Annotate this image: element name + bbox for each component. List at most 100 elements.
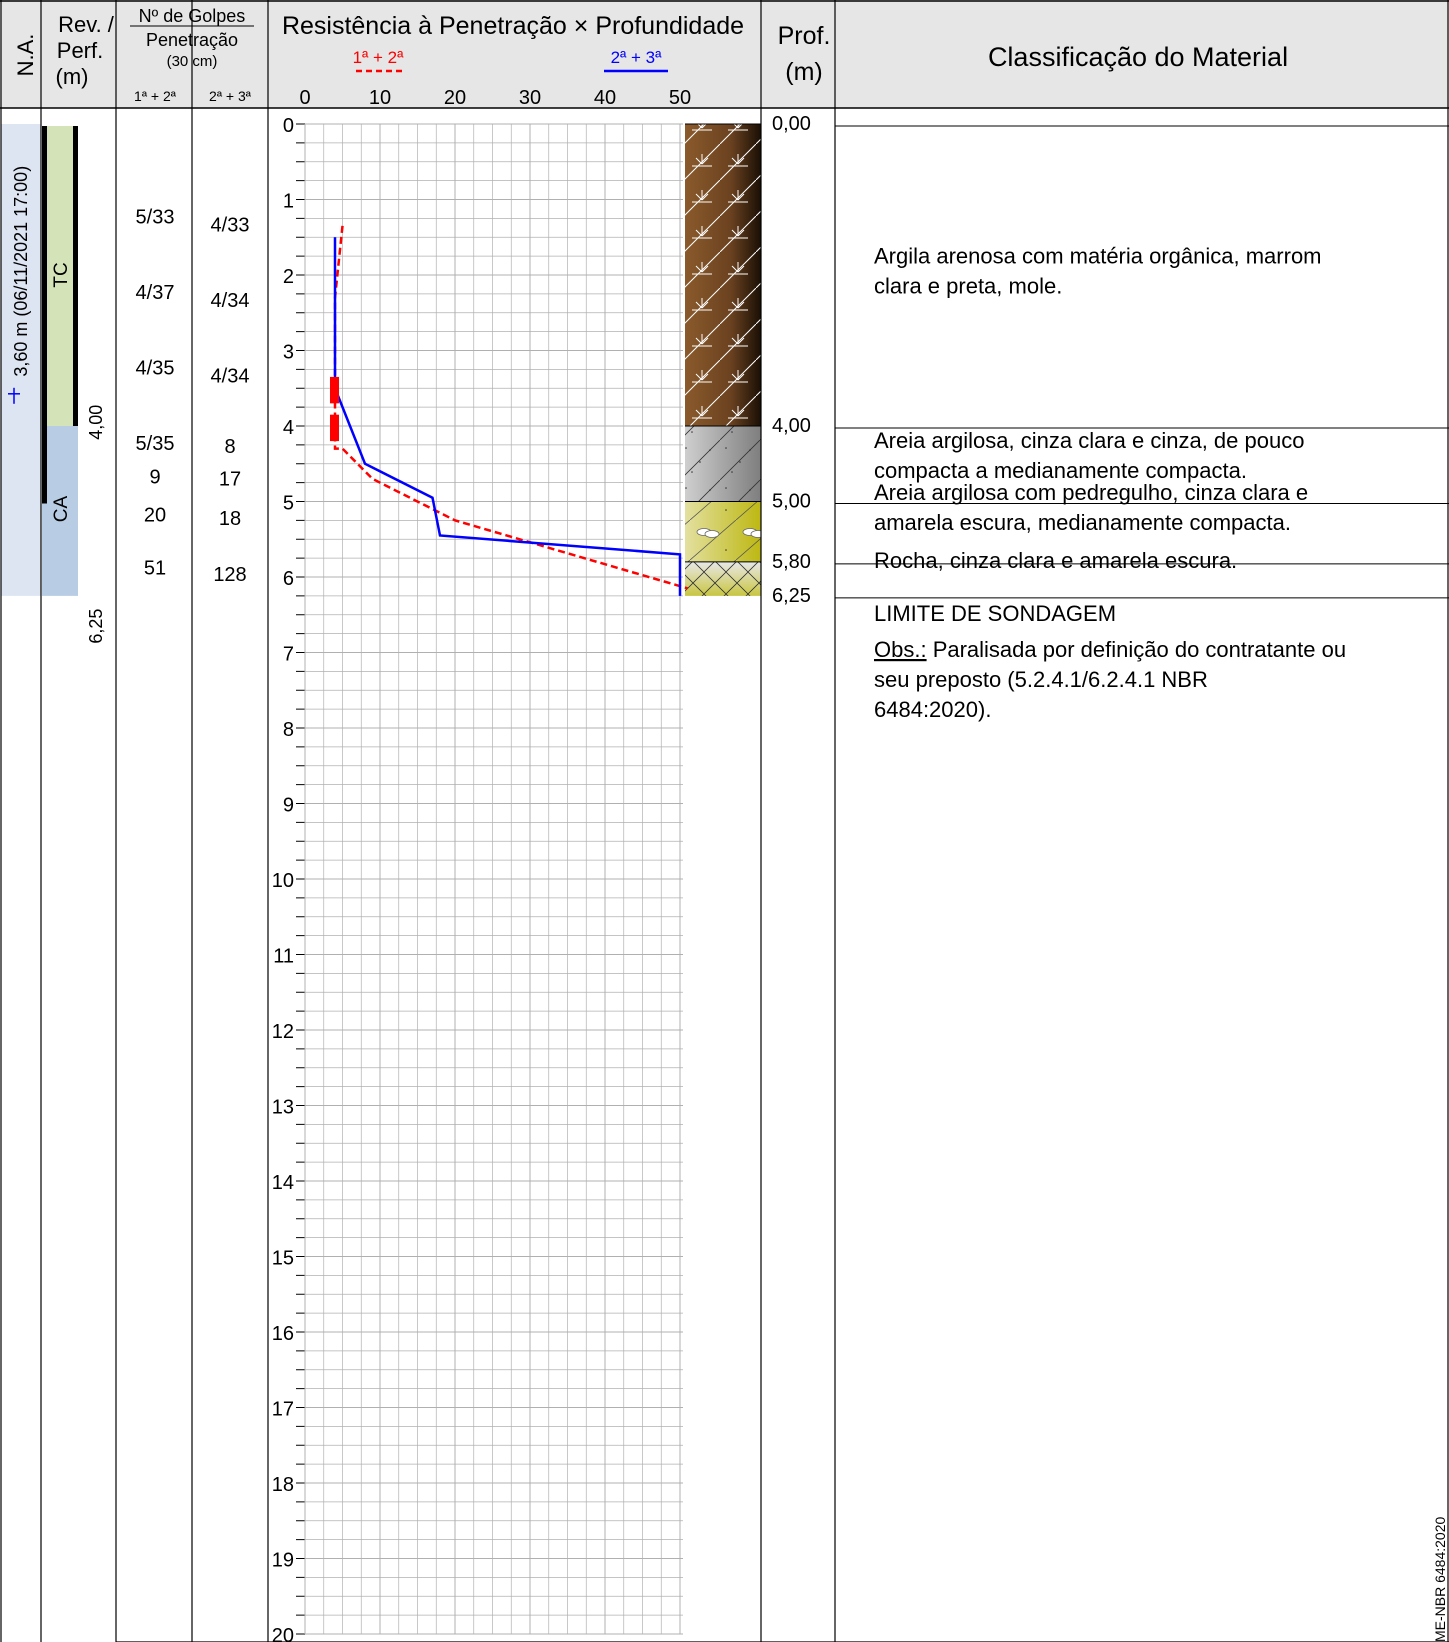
layer-top-depth-label: 5,80 [772, 551, 811, 573]
legend-red-label: 1ª + 2ª [353, 48, 405, 67]
end-depth-label: 6,25 [772, 585, 811, 607]
blow-count-2a3a: 17 [219, 468, 241, 490]
x-tick-label: 50 [669, 87, 691, 109]
casing-ca [42, 426, 78, 596]
y-tick-label: 5 [283, 493, 294, 515]
blow-count-1a2a: 5/35 [136, 433, 175, 455]
blow-count-2a3a: 128 [213, 564, 246, 586]
legend-blue-label: 2ª + 3ª [611, 48, 663, 67]
chart-title: Resistência à Penetração × Profundidade [282, 12, 744, 40]
y-tick-label: 16 [272, 1323, 294, 1345]
x-tick-label: 40 [594, 87, 616, 109]
obs-text: Obs.: Paralisada por definição do contra… [874, 637, 1346, 662]
layer-description-line: Areia argilosa com pedregulho, cinza cla… [874, 480, 1308, 505]
blow-count-1a2a: 4/35 [136, 357, 175, 379]
classification-header: Classificação do Material [988, 42, 1288, 72]
y-tick-label: 17 [272, 1399, 294, 1421]
x-tick-label: 0 [299, 87, 310, 109]
layer-description-line: compacta a medianamente compacta. [874, 458, 1247, 483]
rev-header-line2: Perf. [57, 38, 103, 63]
blow-count-2a3a: 4/34 [211, 366, 250, 388]
y-tick-label: 9 [283, 795, 294, 817]
side-note: ME-NBR 6484:2020 [1432, 1516, 1448, 1642]
obs-line-3: 6484:2020). [874, 697, 991, 722]
blow-count-1a2a: 5/33 [136, 206, 175, 228]
layer-description-line: Argila arenosa com matéria orgânica, mar… [874, 244, 1322, 269]
blow-count-2a3a: 4/33 [211, 215, 250, 237]
blow-count-2a3a: 4/34 [211, 290, 250, 312]
series-1a2a-line [333, 225, 688, 590]
layer-top-depth-label: 0,00 [772, 113, 811, 135]
na-header: N.A. [13, 34, 38, 77]
layer-top-depth-label: 5,00 [772, 491, 811, 513]
casing-tc [42, 126, 78, 426]
casing-bar-right [73, 126, 78, 426]
x-tick-labels: 0 10 20 30 40 50 [299, 87, 691, 109]
stratum-pattern-gravelly-sand [685, 501, 761, 562]
y-tick-label: 15 [272, 1248, 294, 1270]
layer-description-line: Areia argilosa, cinza clara e cinza, de … [874, 428, 1304, 453]
obs-line-2: seu preposto (5.2.4.1/6.2.4.1 NBR [874, 667, 1208, 692]
header-background [0, 0, 1449, 108]
y-tick-label: 4 [283, 417, 294, 439]
prof-header-line1: Prof. [778, 22, 831, 50]
y-tick-label: 3 [283, 342, 294, 364]
limit-text: LIMITE DE SONDAGEM [874, 601, 1116, 626]
water-band [1, 124, 41, 596]
rev-header-line1: Rev. / [58, 12, 115, 37]
blow-count-1a2a: 4/37 [136, 282, 175, 304]
strata-column [685, 123, 761, 596]
casing-ca-label: CA [51, 496, 72, 523]
y-tick-label: 8 [283, 719, 294, 741]
y-tick-label: 10 [272, 870, 294, 892]
stratum-pattern-rock [685, 561, 761, 596]
casing-depth-label-1: 4,00 [86, 405, 106, 440]
y-tick-label: 13 [272, 1097, 294, 1119]
casing-column: TC CA 4,00 6,25 3,60 m (06/11/2021 17:00) [1, 124, 106, 644]
stratum-pattern-clayey-sand [685, 426, 761, 502]
blow-count-1a2a: 9 [149, 467, 160, 489]
water-level-label: 3,60 m (06/11/2021 17:00) [11, 166, 31, 377]
y-tick-label: 11 [273, 946, 294, 968]
obs-label: Obs.: [874, 637, 927, 662]
x-tick-label: 10 [369, 87, 391, 109]
stratum-pattern-organic-clay [685, 124, 761, 426]
blow-count-2a3a: 8 [224, 436, 235, 458]
layer-description-line: Rocha, cinza clara e amarela escura. [874, 548, 1237, 573]
y-tick-label: 19 [272, 1550, 294, 1572]
layer-description-line: clara e preta, mole. [874, 274, 1062, 299]
y-tick-label: 1 [283, 191, 294, 213]
prof-header-line2: (m) [785, 58, 822, 86]
layer-descriptions: 0,00 Argila arenosa com matéria orgânica,… [772, 113, 1449, 607]
chart-series [330, 225, 688, 596]
y-tick-label: 20 [272, 1625, 294, 1642]
y-tick-label: 6 [283, 568, 294, 590]
series-red-block [330, 414, 339, 442]
blow-count-1a2a: 20 [144, 504, 166, 526]
y-tick-label: 2 [283, 266, 294, 288]
series-red-block [330, 376, 339, 404]
y-tick-label: 7 [283, 644, 294, 666]
casing-depth-label-2: 6,25 [86, 609, 106, 644]
blow-count-1a2a: 51 [144, 557, 166, 579]
obs-line-1: Paralisada por definição do contratante … [927, 637, 1347, 662]
y-tick-label: 18 [272, 1474, 294, 1496]
y-tick-label: 0 [283, 115, 294, 137]
casing-bar-left [42, 126, 47, 504]
y-tick-label: 14 [272, 1172, 294, 1194]
series-2a3a-line [333, 237, 682, 596]
blow-count-2a3a: 18 [219, 508, 241, 530]
rev-header-line3: (m) [56, 64, 89, 89]
x-tick-label: 30 [519, 87, 541, 109]
y-tick-label: 12 [272, 1021, 294, 1043]
golpes-col1-header: 1ª + 2ª [134, 88, 177, 104]
chart-grid [296, 123, 683, 1635]
layer-description-line: amarela escura, medianamente compacta. [874, 510, 1291, 535]
golpes-col2-header: 2ª + 3ª [209, 88, 252, 104]
x-tick-label: 20 [444, 87, 466, 109]
casing-tc-label: TC [51, 262, 72, 287]
blow-counts: 5/33 4/33 4/37 4/34 4/35 4/34 5/35 8 9 17 20 18 51 12… [136, 206, 250, 586]
